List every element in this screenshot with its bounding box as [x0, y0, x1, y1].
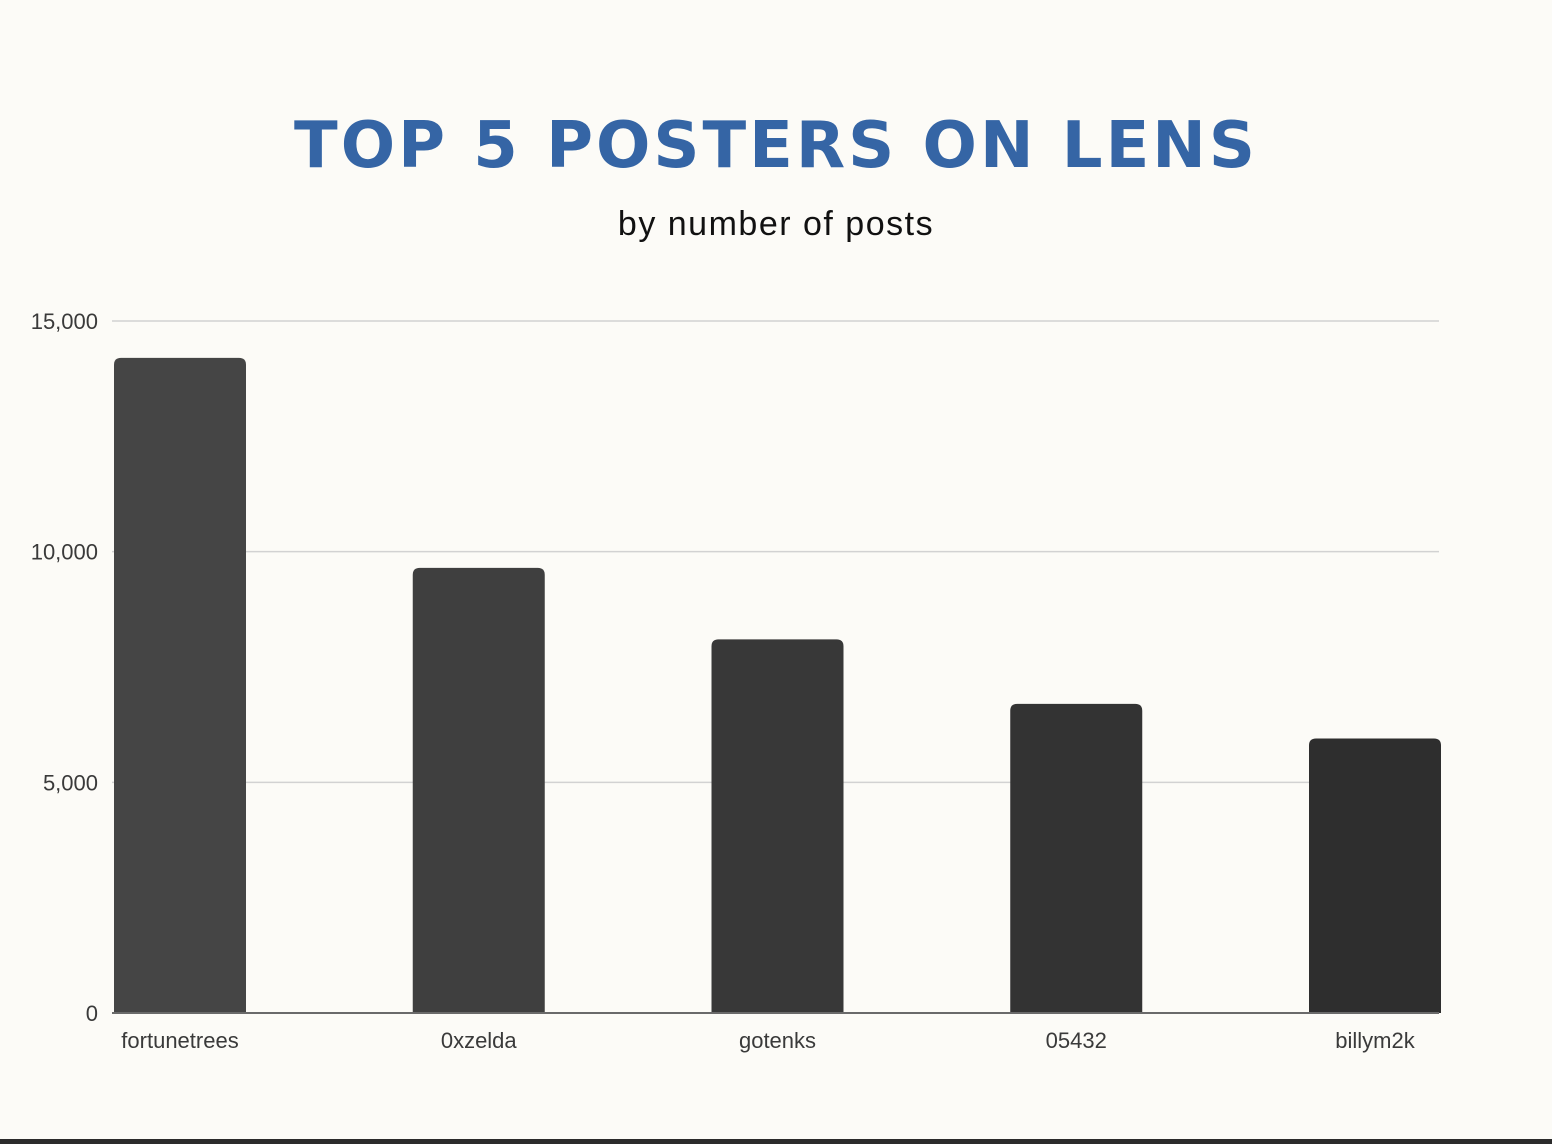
x-tick-label: 0xzelda: [441, 1028, 518, 1053]
x-axis-labels: fortunetrees 0xzelda gotenks 05432 billym2k: [121, 1028, 1415, 1053]
bar-0xzelda: [412, 567, 545, 1013]
x-tick-label: 05432: [1046, 1028, 1107, 1053]
y-tick-label: 15,000: [31, 309, 98, 334]
bars: [114, 357, 1441, 1013]
y-tick-label: 5,000: [43, 770, 98, 795]
x-tick-label: billym2k: [1335, 1028, 1415, 1053]
chart-title: TOP 5 POSTERS ON LENS: [294, 109, 1258, 183]
x-tick-label: gotenks: [739, 1028, 816, 1053]
bar-gotenks: [711, 639, 844, 1013]
y-tick-label: 0: [86, 1001, 98, 1026]
bar-05432: [1010, 703, 1143, 1013]
chart-subtitle: by number of posts: [617, 205, 935, 243]
y-axis-ticks: 0 5,000 10,000 15,000: [31, 309, 98, 1026]
x-tick-label: fortunetrees: [121, 1028, 238, 1053]
y-tick-label: 10,000: [31, 540, 98, 565]
bottom-border: [0, 1139, 1552, 1144]
bar-billym2k: [1309, 738, 1441, 1013]
bar-fortunetrees: [114, 357, 246, 1013]
